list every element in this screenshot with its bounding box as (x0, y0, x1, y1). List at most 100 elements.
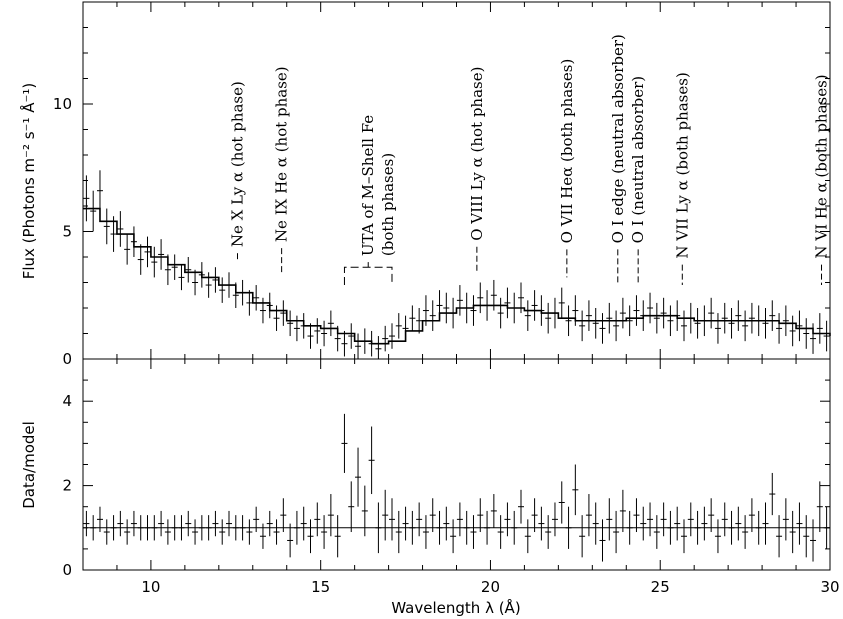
top-data-point (708, 297, 715, 329)
bottom-data-point (137, 515, 144, 541)
top-data-point (253, 285, 260, 311)
top-data-point (565, 305, 572, 337)
bottom-data-point (422, 515, 429, 549)
bottom-tick-labels: 10 15 20 25 30 0 2 4 (62, 392, 839, 596)
bottom-data-point (667, 510, 674, 545)
bottom-data-point (327, 494, 334, 537)
bottom-data-point (368, 426, 375, 495)
bottom-data-point (477, 498, 484, 533)
bottom-data-point (110, 515, 117, 541)
bottom-data-point (796, 502, 803, 545)
bottom-ticks (82, 358, 831, 571)
bottom-data-point (748, 498, 755, 533)
top-data-point (443, 292, 450, 324)
top-data-point (782, 305, 789, 337)
top-data-point (96, 170, 103, 212)
bottom-data-point (382, 489, 389, 541)
bottom-data-point (613, 510, 620, 554)
top-data-point (613, 310, 620, 342)
top-data-point (388, 323, 395, 349)
top-data-point (823, 320, 830, 352)
top-data-point (558, 287, 565, 319)
bottom-data-point (130, 510, 137, 537)
top-data-point (314, 318, 321, 344)
bottom-data-point (456, 502, 463, 537)
x-tick-label: 30 (820, 578, 839, 596)
x-tick-label: 20 (481, 578, 500, 596)
top-y-axis-title: Flux (Photons m⁻² s⁻¹ Å⁻¹) (19, 83, 38, 280)
top-data-point (531, 290, 538, 321)
top-data-point (524, 300, 531, 331)
bottom-data-point (395, 510, 402, 554)
top-data-point (375, 336, 382, 359)
bottom-data-point (823, 506, 830, 549)
bottom-data-point (259, 523, 266, 549)
bottom-data-point (96, 506, 103, 533)
line-annotation: O I edge (neutral absorber) (609, 34, 627, 283)
top-data-point (497, 297, 504, 329)
top-data-point (694, 308, 701, 339)
bottom-panel: 10 15 20 25 30 0 2 4 Data/model Wavelength λ (Å… (20, 358, 840, 617)
top-line-annotations: Ne X Ly α (hot phase) Ne IX He α (hot pha… (228, 34, 831, 286)
bottom-data-point (592, 502, 599, 545)
line-annotation: UTA of M–Shell Fe (both phases) (343, 115, 397, 286)
annotation-label: UTA of M–Shell Fe (359, 115, 377, 256)
bottom-data-point (90, 515, 97, 541)
bottom-data-point (769, 472, 776, 516)
bottom-data-point (735, 506, 742, 541)
annotation-label: O I edge (neutral absorber) (609, 34, 627, 243)
top-data-point (429, 300, 436, 331)
top-data-point (477, 282, 484, 314)
top-data-point (90, 190, 97, 232)
top-data-point (171, 254, 178, 280)
top-data-point (416, 308, 423, 334)
bottom-data-point (409, 510, 416, 545)
bottom-data-point (803, 515, 810, 558)
bottom-data-point (585, 494, 592, 537)
bottom-data-point (572, 464, 579, 516)
top-model-curve (83, 207, 831, 345)
top-data-point (721, 302, 728, 334)
top-data-point (592, 308, 599, 339)
bottom-data-point (321, 515, 328, 549)
top-data-point (246, 290, 253, 316)
bottom-data-point (782, 498, 789, 541)
annotation-bracket (343, 266, 393, 286)
bottom-data-point (117, 510, 124, 537)
top-panel: 0 5 10 Ne X Ly α (hot phase) Ne IX He α (ho… (19, 1, 831, 368)
bottom-data-point (742, 515, 749, 549)
bottom-data-point (721, 502, 728, 537)
top-data-point (626, 305, 633, 337)
top-data-points (83, 170, 830, 359)
bottom-data-point (341, 413, 348, 473)
bottom-data-point (762, 502, 769, 545)
bottom-data-point (83, 510, 90, 537)
annotation-label: O I (neutral absorber) (629, 76, 647, 243)
bottom-data-point (694, 510, 701, 545)
bottom-data-point (633, 498, 640, 533)
bottom-data-point (212, 510, 219, 537)
bottom-data-point (776, 515, 783, 558)
bottom-data-point (511, 510, 518, 545)
bottom-data-point (144, 515, 151, 541)
top-data-point (321, 320, 328, 347)
bottom-data-point (164, 519, 171, 545)
annotation-label: Ne IX He α (hot phase) (273, 66, 291, 242)
bottom-data-point (443, 506, 450, 541)
annotation-label-line2: (both phases) (379, 153, 397, 256)
top-tick-labels: 0 5 10 (53, 95, 72, 368)
bottom-data-point (355, 447, 362, 507)
bottom-data-point (158, 510, 165, 537)
line-annotation: Ne X Ly α (hot phase) (228, 81, 246, 263)
bottom-data-point (171, 515, 178, 541)
bottom-data-point (565, 506, 572, 549)
bottom-data-point (246, 519, 253, 545)
top-data-point (409, 305, 416, 331)
top-y-tick-label: 10 (53, 95, 72, 113)
top-data-point (714, 313, 721, 344)
bottom-data-point (198, 515, 205, 541)
top-data-point (273, 305, 280, 331)
bottom-data-point (755, 510, 762, 545)
annotation-label: N VII Ly α (both phases) (673, 72, 691, 258)
bottom-data-point (660, 502, 667, 537)
